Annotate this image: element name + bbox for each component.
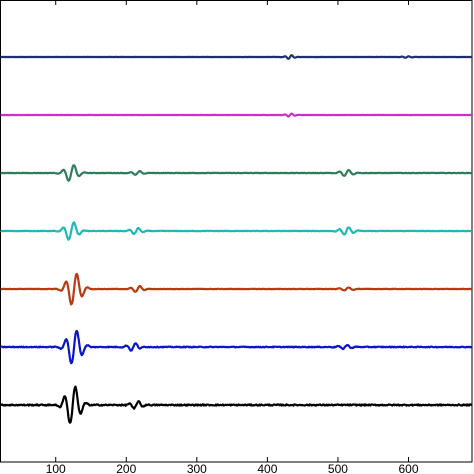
x-ticks: 100 200 300 400 500 600 <box>46 0 419 474</box>
traces <box>0 54 473 424</box>
x-tick-label: 500 <box>328 462 348 474</box>
x-tick-label: 100 <box>46 462 66 474</box>
trace-2 <box>0 112 473 118</box>
trace-7 <box>0 385 473 424</box>
x-tick-label: 400 <box>257 462 277 474</box>
trace-4 <box>0 221 473 241</box>
trace-1 <box>0 54 473 60</box>
trace-6 <box>0 329 473 365</box>
x-tick-label: 200 <box>116 462 136 474</box>
trace-3 <box>0 164 473 182</box>
trace-5 <box>0 272 473 306</box>
x-tick-label: 300 <box>187 462 207 474</box>
x-tick-label: 600 <box>398 462 418 474</box>
